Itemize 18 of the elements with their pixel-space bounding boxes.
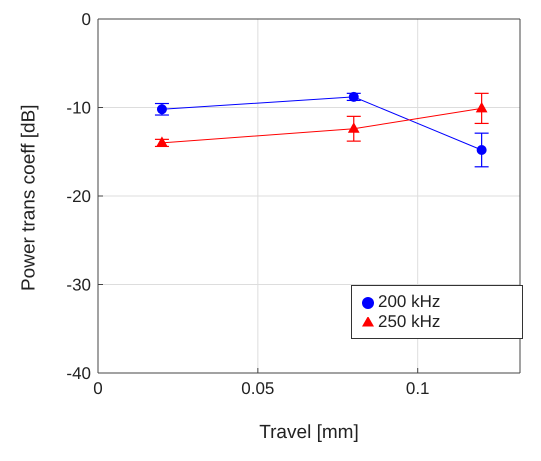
x-tick-label: 0.1 [406,379,430,398]
point [156,104,167,114]
y-tick-label: 0 [82,10,91,30]
point [348,92,359,102]
y-tick-label: -30 [66,276,91,295]
y-tick-label: -20 [66,187,91,206]
x-tick-label: 0.05 [241,379,274,398]
legend-label: 200 kHz [378,292,440,311]
point [156,136,168,147]
point [476,144,487,155]
legend-label: 250 kHz [378,312,440,331]
y-axis-title: Power trans coeff [dB] [18,104,40,291]
point [348,122,360,133]
x-tick-label: 0 [93,379,103,398]
y-tick-label: -10 [66,98,91,118]
y-tick-label: -40 [66,364,91,384]
point [476,102,488,112]
x-axis-title: Travel [mm] [259,422,359,443]
